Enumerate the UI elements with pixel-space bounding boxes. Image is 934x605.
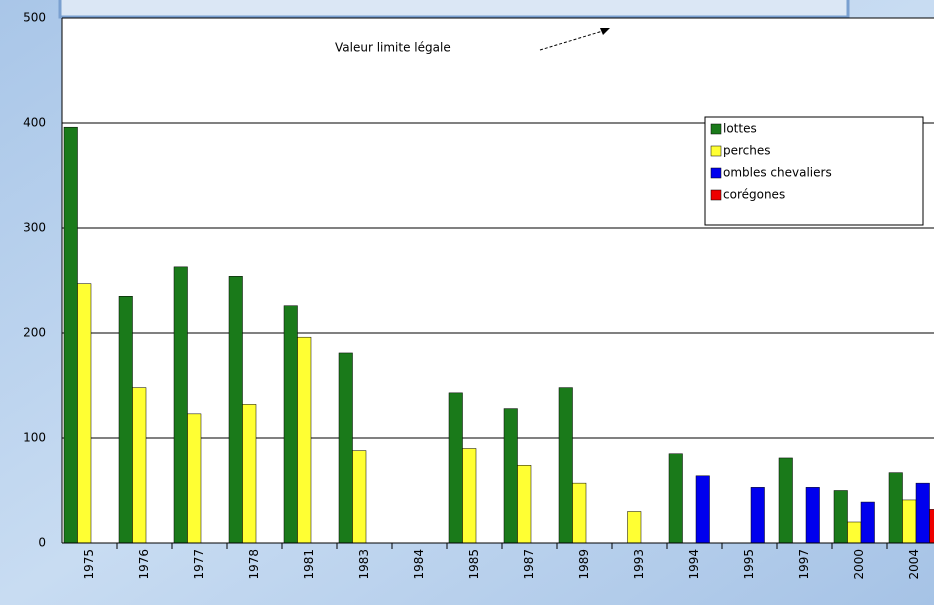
- bar: [352, 450, 367, 544]
- y-tick-label: 0: [38, 536, 46, 550]
- y-tick-label: 100: [23, 431, 46, 445]
- x-tick-label: 1977: [192, 549, 206, 580]
- legend-swatch: [710, 123, 722, 135]
- bar: [118, 296, 133, 544]
- bar: [297, 336, 312, 544]
- y-tick-label: 500: [23, 11, 46, 25]
- bar: [173, 266, 188, 544]
- legend-label: corégones: [723, 188, 785, 202]
- bar: [132, 387, 147, 544]
- bar: [929, 509, 934, 544]
- bar: [833, 490, 848, 544]
- bar: [750, 487, 765, 544]
- bar: [242, 404, 257, 544]
- x-tick-label: 2000: [852, 549, 866, 580]
- bar: [448, 392, 463, 544]
- bar: [228, 276, 243, 544]
- x-tick-label: 1994: [687, 549, 701, 580]
- x-tick-label: 1993: [632, 549, 646, 580]
- x-tick-label: 1975: [82, 549, 96, 580]
- y-tick-label: 300: [23, 221, 46, 235]
- bar: [503, 408, 518, 544]
- legend-swatch: [710, 189, 722, 201]
- bar: [902, 499, 917, 544]
- legend-label: lottes: [723, 122, 757, 136]
- bar: [627, 511, 642, 544]
- legend-box: [704, 116, 924, 226]
- x-tick-label: 1997: [797, 549, 811, 580]
- bar: [668, 453, 683, 544]
- bar: [572, 482, 587, 544]
- x-tick-label: 1984: [412, 549, 426, 580]
- legend-swatch: [710, 167, 722, 179]
- bar: [187, 413, 202, 544]
- bar: [77, 283, 92, 544]
- bar: [695, 475, 710, 544]
- legend-label: perches: [723, 144, 771, 158]
- bar: [805, 487, 820, 544]
- bar: [63, 126, 78, 544]
- arrow-head: [600, 28, 610, 35]
- annotation: Valeur limite légale: [335, 41, 451, 55]
- bar: [283, 305, 298, 544]
- legend-label: ombles chevaliers: [723, 166, 832, 180]
- bar: [517, 465, 532, 544]
- annotation-arrow: [539, 29, 607, 51]
- bar: [558, 387, 573, 544]
- bar: [338, 352, 353, 544]
- bar: [860, 501, 875, 544]
- x-tick-label: 1983: [357, 549, 371, 580]
- x-tick-label: 2004: [907, 549, 921, 580]
- plot-area: [62, 18, 934, 543]
- x-tick-label: 1981: [302, 549, 316, 580]
- x-tick-label: 1989: [577, 549, 591, 580]
- bar: [915, 482, 930, 544]
- x-tick-label: 1978: [247, 549, 261, 580]
- x-tick-label: 1976: [137, 549, 151, 580]
- bar: [888, 472, 903, 544]
- bar: [847, 521, 862, 544]
- title-box: [58, 0, 850, 19]
- x-tick-label: 1995: [742, 549, 756, 580]
- bar: [778, 457, 793, 544]
- x-tick-label: 1987: [522, 549, 536, 580]
- bar: [462, 448, 477, 544]
- y-tick-label: 200: [23, 326, 46, 340]
- y-tick-label: 400: [23, 116, 46, 130]
- legend-swatch: [710, 145, 722, 157]
- x-tick-label: 1985: [467, 549, 481, 580]
